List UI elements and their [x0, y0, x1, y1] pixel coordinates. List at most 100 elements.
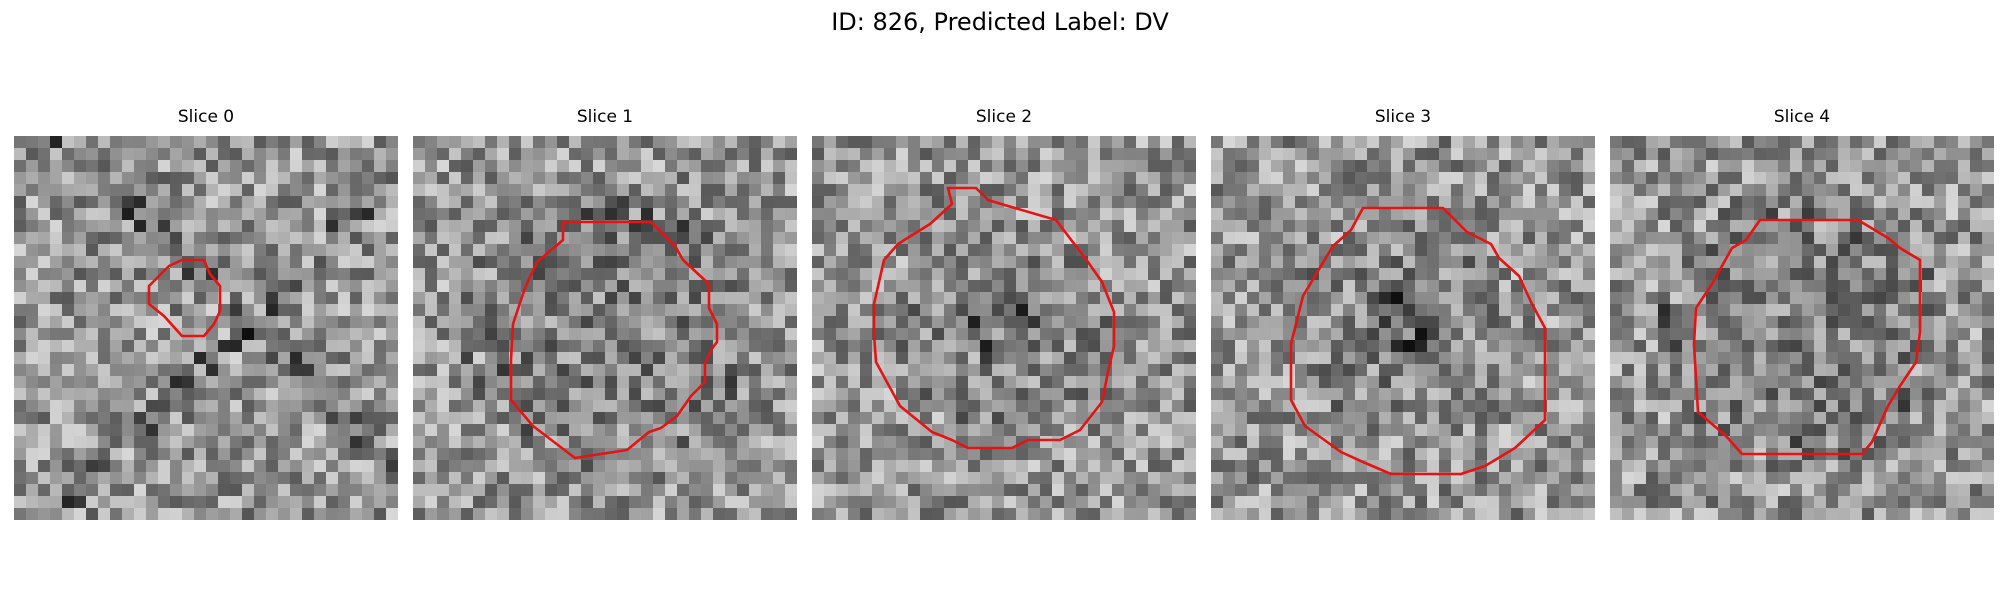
pixel-cell [1754, 136, 1767, 149]
pixel-cell [1247, 448, 1260, 461]
pixel-cell [1439, 436, 1452, 449]
pixel-cell [1379, 400, 1392, 413]
pixel-cell [932, 184, 945, 197]
pixel-cell [374, 424, 387, 437]
pixel-cell [1283, 148, 1296, 161]
pixel-cell [1367, 508, 1380, 520]
pixel-cell [122, 304, 135, 317]
pixel-cell [1016, 244, 1029, 257]
pixel-cell [824, 244, 837, 257]
pixel-cell [1886, 244, 1899, 257]
pixel-cell [134, 448, 147, 461]
pixel-cell [884, 280, 897, 293]
pixel-cell [569, 388, 582, 401]
pixel-cell [1100, 268, 1113, 281]
pixel-cell [1439, 364, 1452, 377]
pixel-cell [1040, 496, 1053, 509]
pixel-cell [1283, 172, 1296, 185]
pixel-cell [1646, 340, 1659, 353]
pixel-cell [26, 160, 39, 173]
pixel-cell [1211, 316, 1224, 329]
pixel-cell [218, 376, 231, 389]
pixel-cell [1271, 280, 1284, 293]
pixel-cell [1331, 376, 1344, 389]
pixel-cell [14, 412, 27, 425]
pixel-cell [413, 196, 426, 209]
pixel-cell [170, 160, 183, 173]
pixel-cell [773, 148, 786, 161]
pixel-cell [146, 448, 159, 461]
pixel-cell [785, 376, 797, 389]
pixel-cell [1754, 304, 1767, 317]
pixel-cell [266, 376, 279, 389]
pixel-cell [944, 448, 957, 461]
pixel-cell [860, 292, 873, 305]
pixel-cell [1682, 364, 1695, 377]
pixel-cell [1247, 184, 1260, 197]
pixel-cell [533, 160, 546, 173]
pixel-cell [773, 352, 786, 365]
pixel-cell [1499, 400, 1512, 413]
pixel-cell [1523, 232, 1536, 245]
pixel-cell [50, 484, 63, 497]
pixel-cell [278, 148, 291, 161]
pixel-cell [1610, 364, 1623, 377]
pixel-cell [641, 328, 654, 341]
pixel-cell [545, 448, 558, 461]
pixel-cell [1718, 208, 1731, 221]
pixel-cell [1706, 256, 1719, 269]
pixel-cell [1100, 328, 1113, 341]
pixel-cell [980, 292, 993, 305]
pixel-cell [884, 136, 897, 149]
pixel-cell [254, 484, 267, 497]
pixel-cell [884, 220, 897, 233]
pixel-cell [1766, 160, 1779, 173]
pixel-cell [629, 244, 642, 257]
pixel-cell [992, 508, 1005, 520]
pixel-cell [1742, 292, 1755, 305]
pixel-cell [1100, 496, 1113, 509]
pixel-cell [1547, 448, 1560, 461]
pixel-cell [677, 256, 690, 269]
pixel-cell [1958, 424, 1971, 437]
pixel-cell [242, 292, 255, 305]
pixel-cell [1016, 316, 1029, 329]
pixel-cell [848, 184, 861, 197]
pixel-cell [1898, 196, 1911, 209]
pixel-cell [1319, 484, 1332, 497]
pixel-cell [1463, 388, 1476, 401]
pixel-cell [1910, 136, 1923, 149]
pixel-cell [725, 316, 738, 329]
pixel-cell [1958, 232, 1971, 245]
pixel-cell [1283, 268, 1296, 281]
pixel-cell [230, 292, 243, 305]
pixel-cell [206, 220, 219, 233]
pixel-cell [701, 160, 714, 173]
pixel-cell [86, 292, 99, 305]
pixel-cell [545, 292, 558, 305]
pixel-cell [386, 508, 398, 520]
pixel-cell [509, 496, 522, 509]
pixel-cell [1247, 172, 1260, 185]
pixel-cell [773, 328, 786, 341]
pixel-cell [1850, 160, 1863, 173]
pixel-cell [86, 268, 99, 281]
pixel-cell [1160, 472, 1173, 485]
pixel-cell [1898, 292, 1911, 305]
pixel-cell [761, 184, 774, 197]
pixel-cell [485, 232, 498, 245]
pixel-cell [314, 196, 327, 209]
pixel-cell [86, 460, 99, 473]
pixel-cell [1124, 292, 1137, 305]
pixel-cell [1646, 364, 1659, 377]
pixel-cell [1814, 160, 1827, 173]
pixel-cell [1040, 400, 1053, 413]
pixel-cell [134, 472, 147, 485]
pixel-cell [1499, 292, 1512, 305]
pixel-cell [1331, 280, 1344, 293]
pixel-cell [1331, 208, 1344, 221]
pixel-cell [1706, 316, 1719, 329]
pixel-cell [1064, 460, 1077, 473]
pixel-cell [725, 364, 738, 377]
pixel-cell [605, 148, 618, 161]
